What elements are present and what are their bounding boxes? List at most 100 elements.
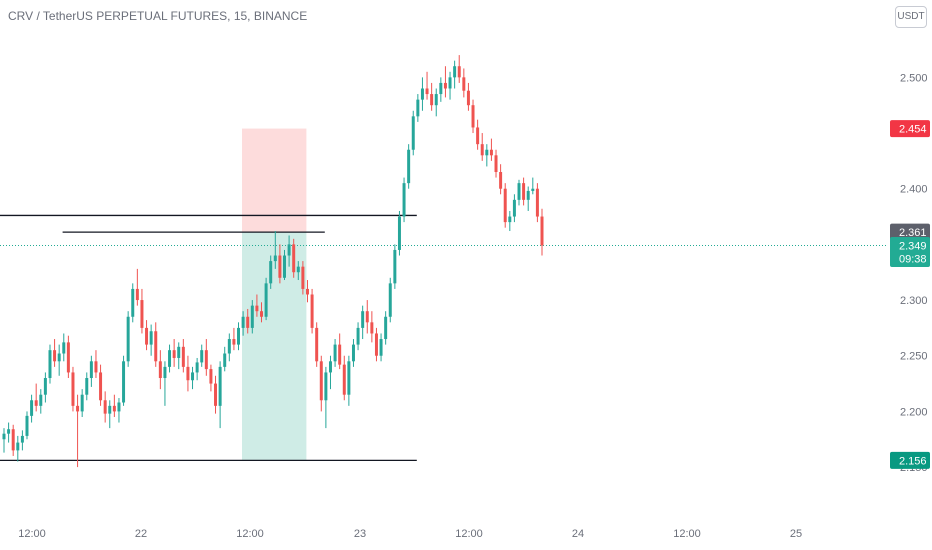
- candle: [76, 394, 80, 468]
- candle-body: [200, 350, 204, 363]
- candle: [292, 238, 296, 278]
- candle-body: [407, 149, 411, 184]
- candle: [517, 179, 521, 206]
- candle: [195, 357, 199, 381]
- candle: [177, 342, 181, 370]
- candle: [20, 430, 24, 451]
- x-tick-label: 12:00: [18, 528, 46, 540]
- candle: [89, 355, 93, 387]
- x-tick-label: 25: [790, 528, 802, 540]
- bar-countdown-label: 09:38: [899, 254, 927, 266]
- candle: [200, 344, 204, 367]
- candle: [324, 366, 328, 429]
- candle-body: [11, 429, 15, 451]
- candle-body: [351, 344, 355, 362]
- candle: [112, 394, 116, 417]
- candle: [172, 339, 176, 367]
- candle-body: [310, 294, 314, 328]
- currency-unit-button[interactable]: USDT: [895, 6, 927, 28]
- candle: [140, 288, 144, 334]
- candle: [471, 99, 475, 134]
- candle: [163, 361, 167, 406]
- candle: [526, 186, 530, 211]
- candle-body: [209, 369, 213, 384]
- candle-body: [522, 183, 526, 200]
- candle-body: [361, 311, 365, 328]
- price-badge-bg: [890, 237, 930, 267]
- candle: [209, 364, 213, 392]
- candle: [260, 302, 263, 323]
- candle-body: [20, 435, 24, 443]
- candle-body: [494, 155, 498, 173]
- candle: [384, 311, 388, 345]
- candle-body: [462, 77, 466, 91]
- candle-body: [540, 216, 544, 246]
- candle-body: [103, 400, 107, 414]
- candle: [351, 339, 355, 367]
- price-badge-label: 2.361: [899, 227, 927, 239]
- price-badge-label: 2.349: [899, 241, 927, 253]
- candle-body: [278, 255, 282, 278]
- candle-body: [48, 350, 52, 379]
- candle: [342, 355, 346, 401]
- candle: [7, 422, 11, 443]
- candle: [62, 333, 66, 362]
- candle: [439, 77, 443, 102]
- candle-body: [365, 311, 369, 323]
- candle-body: [292, 244, 296, 273]
- candle: [411, 110, 415, 156]
- candle: [131, 283, 135, 323]
- candle-body: [489, 149, 493, 156]
- candle-body: [85, 378, 89, 395]
- candle: [48, 344, 52, 384]
- candle-body: [480, 144, 484, 156]
- candle-body: [145, 327, 149, 345]
- candle: [508, 210, 512, 232]
- candle-body: [250, 305, 254, 328]
- candle-body: [319, 361, 323, 401]
- candle-body: [237, 327, 241, 345]
- candle-body: [448, 77, 452, 89]
- candle-body: [296, 266, 300, 273]
- candle-body: [76, 405, 80, 412]
- candle: [393, 244, 397, 289]
- candle: [204, 339, 208, 376]
- candle: [305, 280, 309, 303]
- candle-body: [34, 400, 38, 406]
- candle-body: [71, 372, 75, 406]
- drawn-horizontal-lines[interactable]: [0, 214, 888, 462]
- candle-body: [301, 266, 305, 289]
- candle-body: [80, 394, 84, 412]
- candle-body: [62, 342, 66, 354]
- candle-body: [195, 362, 199, 373]
- long-position-tool[interactable]: [242, 128, 307, 461]
- candle-body: [347, 361, 351, 395]
- candle-body: [177, 346, 181, 358]
- candle-body: [158, 361, 162, 379]
- candle-body: [476, 127, 480, 145]
- candle: [287, 235, 291, 267]
- candle: [301, 261, 305, 295]
- candle: [448, 71, 452, 100]
- candle: [273, 231, 277, 269]
- candle-body: [370, 322, 374, 334]
- candle: [480, 133, 484, 161]
- candle: [416, 94, 420, 122]
- candle: [457, 55, 461, 83]
- candle-body: [457, 66, 461, 78]
- candle: [512, 194, 516, 223]
- candle-body: [66, 342, 70, 373]
- candle: [402, 177, 406, 223]
- candle-body: [485, 149, 489, 156]
- candle: [25, 411, 29, 440]
- candle: [2, 428, 6, 453]
- candle: [264, 277, 268, 321]
- candle: [168, 344, 172, 373]
- candle: [379, 333, 383, 362]
- candle: [30, 394, 34, 423]
- candle: [370, 311, 374, 343]
- candle-body: [526, 190, 530, 200]
- candle: [108, 400, 112, 429]
- time-axis[interactable]: 12:00 22 12:00 23 12:00 24 12:00 25: [18, 528, 802, 540]
